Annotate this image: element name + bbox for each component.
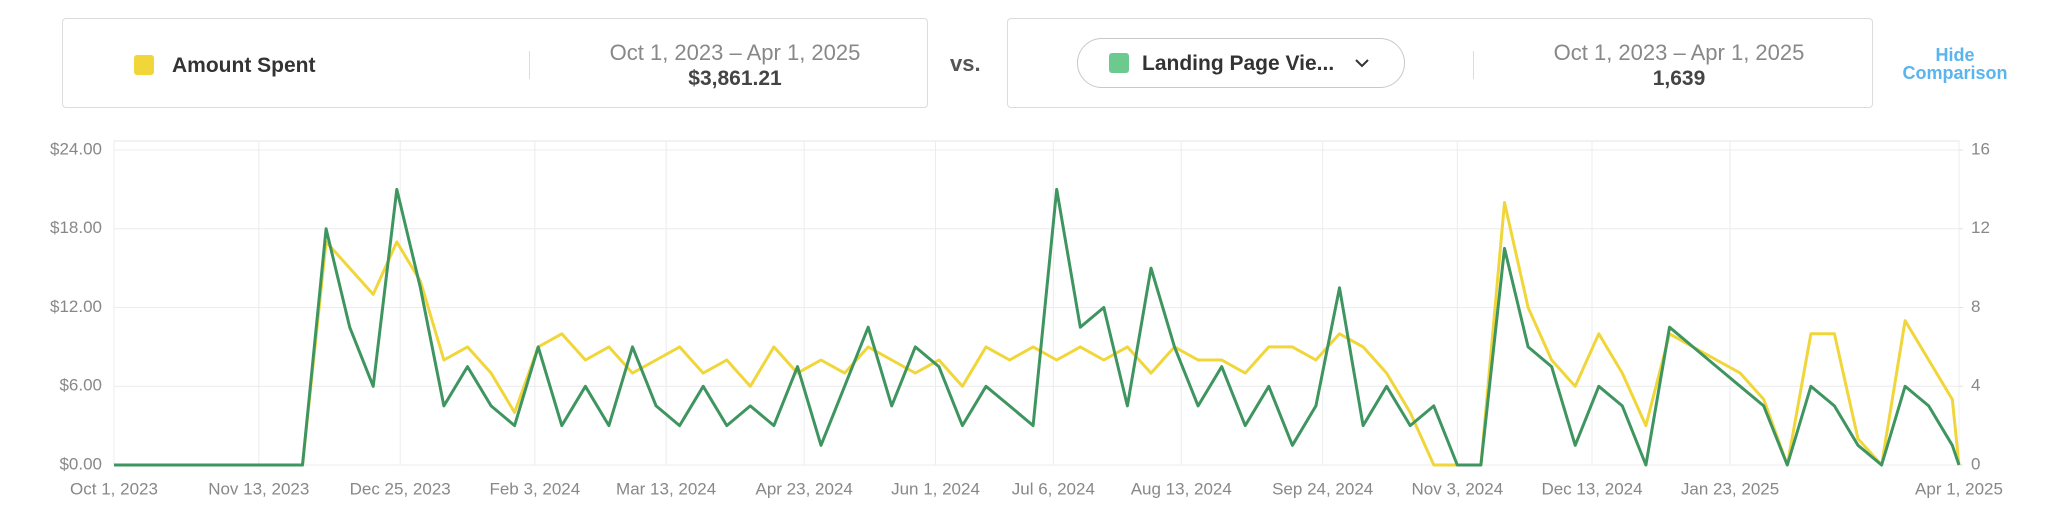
primary-total: $3,861.21 [688, 67, 782, 90]
primary-card: Amount Spent Oct 1, 2023 – Apr 1, 2025 $… [62, 18, 928, 108]
secondary-metric: Landing Page Vie... [1142, 52, 1335, 75]
y-tick-label: $6.00 [59, 376, 102, 395]
y2-tick-label: 0 [1971, 454, 1980, 473]
x-tick-label: Feb 3, 2024 [489, 479, 580, 498]
secondary-range: Oct 1, 2023 – Apr 1, 2025 [1553, 40, 1805, 65]
divider [529, 51, 530, 79]
x-tick-label: Apr 23, 2024 [756, 479, 853, 498]
x-tick-label: Apr 1, 2025 [1915, 479, 2003, 498]
x-tick-label: Jun 1, 2024 [891, 479, 980, 498]
x-tick-label: Jul 6, 2024 [1012, 479, 1095, 498]
primary-metric: Amount Spent [172, 54, 316, 77]
secondary-swatch [1109, 53, 1129, 73]
x-tick-label: Dec 13, 2024 [1541, 479, 1642, 498]
x-tick-label: Jan 23, 2025 [1681, 479, 1779, 498]
x-tick-label: Dec 25, 2023 [350, 479, 451, 498]
y2-tick-label: 4 [1971, 376, 1980, 395]
y-tick-label: $12.00 [50, 297, 102, 316]
y2-tick-label: 8 [1971, 297, 1980, 316]
x-tick-label: Oct 1, 2023 [70, 479, 158, 498]
divider [1473, 51, 1474, 79]
primary-swatch [134, 55, 154, 75]
x-tick-label: Sep 24, 2024 [1272, 479, 1373, 498]
y-tick-label: $24.00 [50, 139, 102, 158]
x-tick-label: Aug 13, 2024 [1131, 479, 1232, 498]
plot-frame [113, 140, 1960, 466]
metric-dropdown[interactable]: Landing Page Vie... [1077, 38, 1405, 88]
chevron [1355, 59, 1369, 68]
series-line [114, 187, 1961, 467]
y2-tick-label: 16 [1971, 139, 1990, 158]
x-tick-label: Nov 3, 2024 [1412, 479, 1504, 498]
y2-tick-label: 12 [1971, 218, 1990, 237]
primary-range: Oct 1, 2023 – Apr 1, 2025 [609, 40, 861, 65]
hide-comparison[interactable]: Hide Comparison [1902, 45, 2008, 83]
secondary-total: 1,639 [1652, 67, 1706, 90]
x-tick-label: Nov 13, 2023 [208, 479, 309, 498]
y-tick-label: $18.00 [50, 218, 102, 237]
vs-label: vs. [950, 51, 981, 76]
secondary-card: Landing Page Vie... Oct 1, 2023 – Apr 1,… [1007, 18, 1873, 108]
y-tick-label: $0.00 [59, 454, 102, 473]
x-tick-label: Mar 13, 2024 [616, 479, 716, 498]
